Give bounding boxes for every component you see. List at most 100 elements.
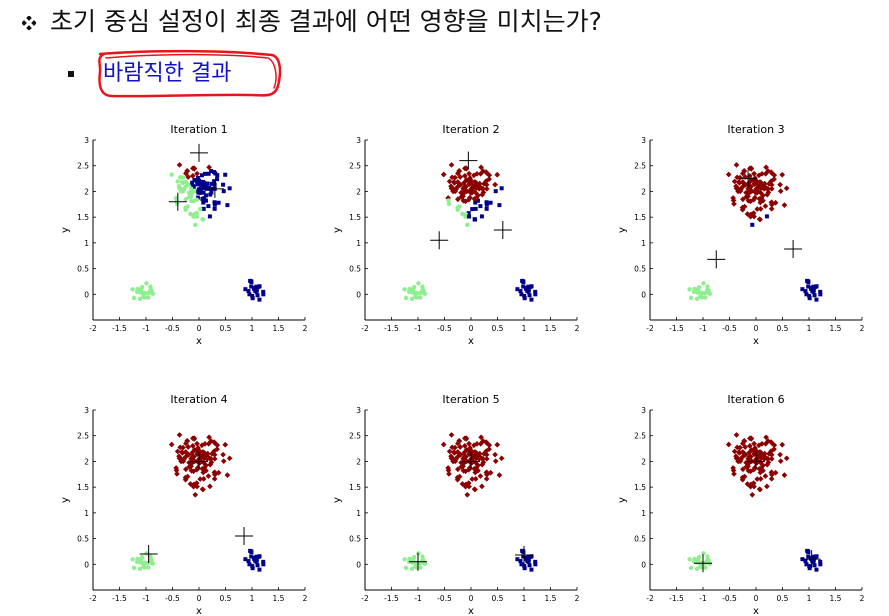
data-point-red (492, 451, 498, 458)
x-tick-label: -2 (361, 324, 369, 333)
centroid-marker (493, 221, 512, 239)
data-point-red (214, 442, 221, 448)
data-point-red (226, 455, 233, 462)
y-tick-label: 2.5 (634, 162, 646, 171)
data-point-red (757, 189, 764, 196)
data-point-green (420, 284, 425, 289)
data-point-green (418, 565, 423, 570)
y-tick-label: 1 (84, 509, 89, 518)
data-point-red (440, 441, 447, 448)
data-point-green (703, 295, 708, 300)
centroid-marker (190, 452, 208, 471)
data-point-blue (526, 554, 531, 559)
data-point-green (130, 557, 135, 562)
data-point-blue (515, 557, 520, 562)
data-point-blue (515, 287, 520, 292)
y-tick-label: 0 (641, 560, 646, 569)
y-tick-label: 3 (84, 406, 89, 415)
data-point-blue (199, 184, 204, 189)
data-point-blue (261, 292, 266, 297)
y-tick-label: 1.5 (634, 483, 646, 492)
data-point-blue (522, 296, 527, 301)
data-point-blue (202, 186, 207, 191)
centroid-marker (462, 452, 480, 471)
data-point-red (746, 449, 752, 456)
data-point-blue (750, 222, 755, 227)
data-point-green (185, 204, 190, 209)
y-tick-label: 1.5 (634, 213, 646, 222)
data-point-blue (209, 181, 214, 186)
data-point-blue (257, 297, 262, 302)
x-tick-label: -2 (361, 594, 369, 603)
y-tick-label: 2.5 (634, 432, 646, 441)
data-point-red (754, 476, 761, 482)
data-point-red (464, 491, 471, 498)
data-point-green (688, 565, 694, 571)
x-tick-label: 2 (303, 324, 308, 333)
x-tick-label: 0 (197, 594, 202, 603)
data-point-red (174, 448, 181, 455)
data-point-blue (209, 169, 214, 174)
data-point-red (478, 164, 484, 171)
data-point-red (771, 176, 777, 182)
data-point-green (149, 558, 154, 563)
data-point-blue (249, 554, 254, 559)
scatter-plot-iteration-2: Iteration 2 -2 -1.5 -1 -0.5 0 0.5 1 1.5 2 0 0.5 1 1.5… (332, 123, 580, 347)
data-point-red (205, 473, 212, 479)
x-tick-label: 0 (197, 324, 202, 333)
data-point-blue (493, 189, 498, 194)
y-axis-label: y (332, 497, 343, 503)
data-point-red (472, 189, 479, 196)
data-point-green (175, 179, 180, 184)
x-tick-label: 1.5 (273, 324, 285, 333)
data-point-blue (195, 181, 200, 186)
data-point-red (224, 472, 231, 478)
data-point-blue (201, 200, 206, 205)
data-point-red (733, 162, 740, 168)
data-point-green (409, 296, 415, 301)
data-point-green (463, 212, 468, 218)
data-point-blue (254, 287, 259, 292)
data-point-red (173, 467, 180, 474)
data-point-blue (526, 557, 531, 562)
data-point-green (414, 295, 419, 300)
data-point-red (754, 206, 761, 212)
data-point-blue (475, 198, 480, 203)
data-point-green (701, 281, 706, 286)
x-axis-label: x (196, 606, 202, 616)
y-tick-label: 0 (356, 560, 361, 569)
centroid-marker (190, 143, 208, 162)
x-tick-label: -2 (646, 594, 654, 603)
x-tick-label: -1 (414, 324, 422, 333)
data-point-green (194, 214, 200, 219)
data-point-blue (206, 204, 211, 209)
data-point-green (200, 216, 205, 222)
data-point-blue (484, 200, 489, 205)
x-tick-label: -1 (699, 324, 707, 333)
plot-title: Iteration 4 (170, 393, 227, 406)
data-point-red (494, 441, 501, 448)
data-point-red (448, 432, 455, 438)
data-point-red (457, 444, 464, 450)
data-point-red (733, 453, 739, 460)
data-point-red (756, 216, 763, 223)
plot-title: Iteration 1 (170, 123, 227, 136)
data-point-green (144, 281, 149, 286)
data-point-red (477, 170, 484, 177)
data-point-red (440, 171, 447, 178)
data-point-red (745, 185, 752, 192)
data-point-green (402, 557, 407, 562)
data-point-blue (818, 562, 823, 567)
data-point-green (146, 295, 151, 300)
data-point-blue (804, 562, 809, 567)
y-tick-label: 1 (356, 239, 361, 248)
y-tick-label: 2 (84, 187, 89, 196)
y-tick-label: 0 (84, 290, 89, 299)
y-tick-label: 2 (84, 457, 89, 466)
scatter-plot-iteration-3: Iteration 3 -2 -1.5 -1 -0.5 0 0.5 1 1.5 2 0 0.5 1 1.5… (617, 123, 865, 347)
data-point-red (779, 171, 786, 178)
data-point-red (214, 446, 220, 452)
data-point-green (457, 204, 462, 209)
data-point-green (416, 281, 421, 286)
data-point-blue (818, 289, 823, 294)
